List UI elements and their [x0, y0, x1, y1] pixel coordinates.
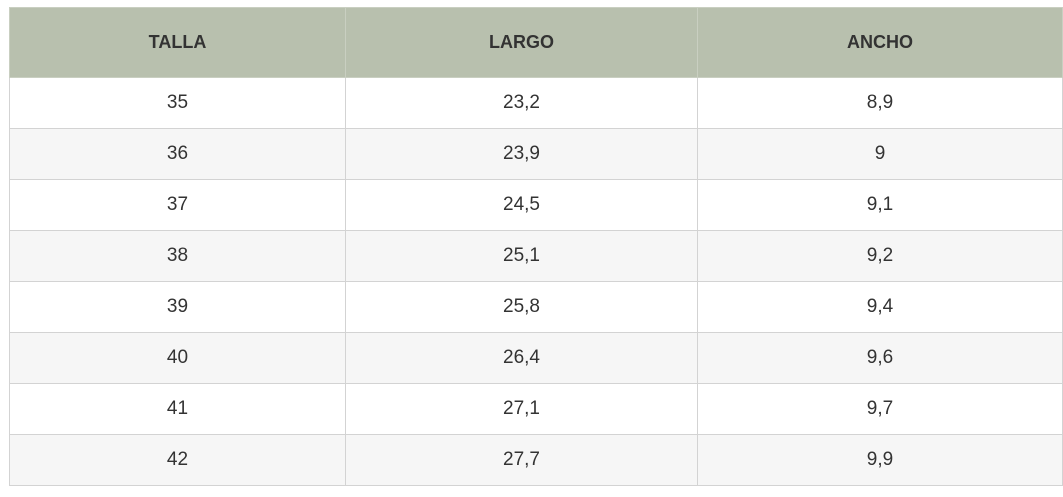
table-cell: 39 [9, 281, 346, 333]
table-body: 35 23,2 8,9 36 23,9 9 37 24,5 9,1 38 25,1 9,2 39 25,8… [9, 77, 1063, 486]
table-cell: 25,1 [345, 230, 698, 282]
table-cell: 8,9 [697, 77, 1063, 129]
table-cell: 9,6 [697, 332, 1063, 384]
table-cell: 41 [9, 383, 346, 435]
table-cell: 23,9 [345, 128, 698, 180]
table-cell: 9,9 [697, 434, 1063, 486]
header-cell: ANCHO [697, 7, 1063, 78]
table-cell: 27,1 [345, 383, 698, 435]
size-table: TALLA LARGO ANCHO 35 23,2 8,9 36 23,9 9 37 24,5 9,… [9, 7, 1063, 486]
table-cell: 23,2 [345, 77, 698, 129]
table-row: 38 25,1 9,2 [9, 230, 1063, 282]
table-cell: 40 [9, 332, 346, 384]
table-row: 39 25,8 9,4 [9, 281, 1063, 333]
table-cell: 24,5 [345, 179, 698, 231]
table-cell: 9 [697, 128, 1063, 180]
table-cell: 36 [9, 128, 346, 180]
table-cell: 42 [9, 434, 346, 486]
header-cell: TALLA [9, 7, 346, 78]
table-cell: 9,4 [697, 281, 1063, 333]
table-cell: 27,7 [345, 434, 698, 486]
table-cell: 9,1 [697, 179, 1063, 231]
table-row: 42 27,7 9,9 [9, 434, 1063, 486]
table-cell: 9,2 [697, 230, 1063, 282]
table-row: 40 26,4 9,6 [9, 332, 1063, 384]
header-row: TALLA LARGO ANCHO [9, 7, 1063, 78]
table-cell: 38 [9, 230, 346, 282]
table-cell: 9,7 [697, 383, 1063, 435]
table-row: 36 23,9 9 [9, 128, 1063, 180]
table-row: 41 27,1 9,7 [9, 383, 1063, 435]
table-row: 35 23,2 8,9 [9, 77, 1063, 129]
table-cell: 25,8 [345, 281, 698, 333]
header-cell: LARGO [345, 7, 698, 78]
table-cell: 37 [9, 179, 346, 231]
table-cell: 26,4 [345, 332, 698, 384]
table-header: TALLA LARGO ANCHO [9, 7, 1063, 78]
table-cell: 35 [9, 77, 346, 129]
table-row: 37 24,5 9,1 [9, 179, 1063, 231]
